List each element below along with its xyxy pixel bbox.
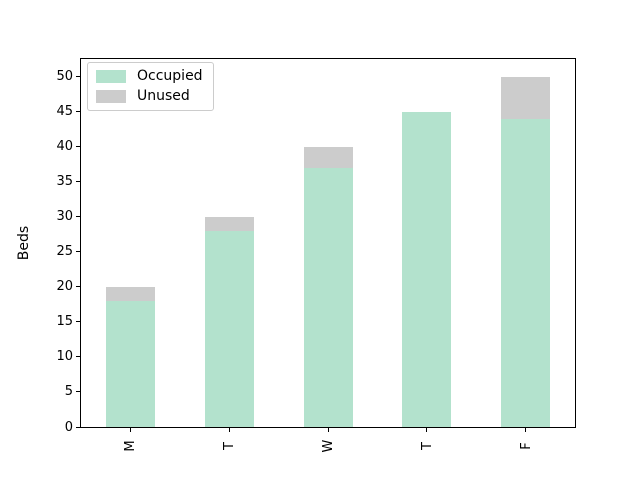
y-tick-label-15: 15: [56, 314, 73, 330]
y-tick-label-45: 45: [56, 104, 73, 120]
y-tick-mark-30: [76, 216, 80, 218]
x-tick-mark-3: [426, 428, 428, 432]
y-tick-mark-20: [76, 286, 80, 288]
y-tick-label-0: 0: [64, 419, 73, 435]
y-tick-mark-5: [76, 391, 80, 393]
x-tick-label-1: T: [221, 442, 237, 450]
legend-swatch-unused-icon: [96, 90, 126, 103]
y-tick-label-30: 30: [56, 209, 73, 225]
legend-item-unused: Unused: [96, 89, 203, 104]
bar-segment-unused-0: [106, 287, 155, 301]
bar-segment-unused-1: [205, 217, 254, 231]
y-axis-label: Beds: [16, 225, 32, 261]
bar-segment-occupied-4: [501, 119, 550, 427]
y-tick-mark-40: [76, 146, 80, 148]
legend-label-occupied: Occupied: [137, 68, 203, 84]
bar-segment-unused-4: [501, 77, 550, 119]
y-tick-label-35: 35: [56, 174, 73, 190]
x-tick-mark-2: [327, 428, 329, 432]
x-tick-label-4: F: [518, 442, 534, 450]
x-tick-mark-0: [129, 428, 131, 432]
bar-segment-unused-2: [304, 147, 353, 168]
legend-label-unused: Unused: [137, 88, 190, 104]
y-tick-mark-25: [76, 251, 80, 253]
y-tick-mark-15: [76, 321, 80, 323]
legend-swatch-occupied-icon: [96, 70, 126, 83]
y-tick-label-50: 50: [56, 69, 73, 85]
x-tick-mark-1: [228, 428, 230, 432]
x-tick-label-2: W: [320, 439, 336, 453]
y-tick-mark-45: [76, 111, 80, 113]
x-tick-label-0: M: [122, 440, 138, 452]
bar-segment-occupied-3: [402, 112, 451, 427]
legend: Occupied Unused: [87, 62, 214, 111]
x-tick-mark-4: [525, 428, 527, 432]
y-tick-mark-50: [76, 76, 80, 78]
y-tick-label-10: 10: [56, 349, 73, 365]
y-tick-label-40: 40: [56, 139, 73, 155]
y-tick-mark-35: [76, 181, 80, 183]
legend-item-occupied: Occupied: [96, 69, 203, 84]
y-tick-label-5: 5: [64, 384, 73, 400]
x-tick-label-3: T: [419, 442, 435, 450]
y-tick-mark-0: [76, 426, 80, 428]
bar-segment-occupied-1: [205, 231, 254, 427]
plot-area: Occupied Unused 0 5 10 15 20 25 30 35 40 45 50 M T W T…: [56, 58, 576, 452]
y-tick-label-25: 25: [56, 244, 73, 260]
y-tick-mark-10: [76, 356, 80, 358]
bar-segment-occupied-0: [106, 301, 155, 427]
bar-segment-occupied-2: [304, 168, 353, 427]
y-tick-label-20: 20: [56, 279, 73, 295]
